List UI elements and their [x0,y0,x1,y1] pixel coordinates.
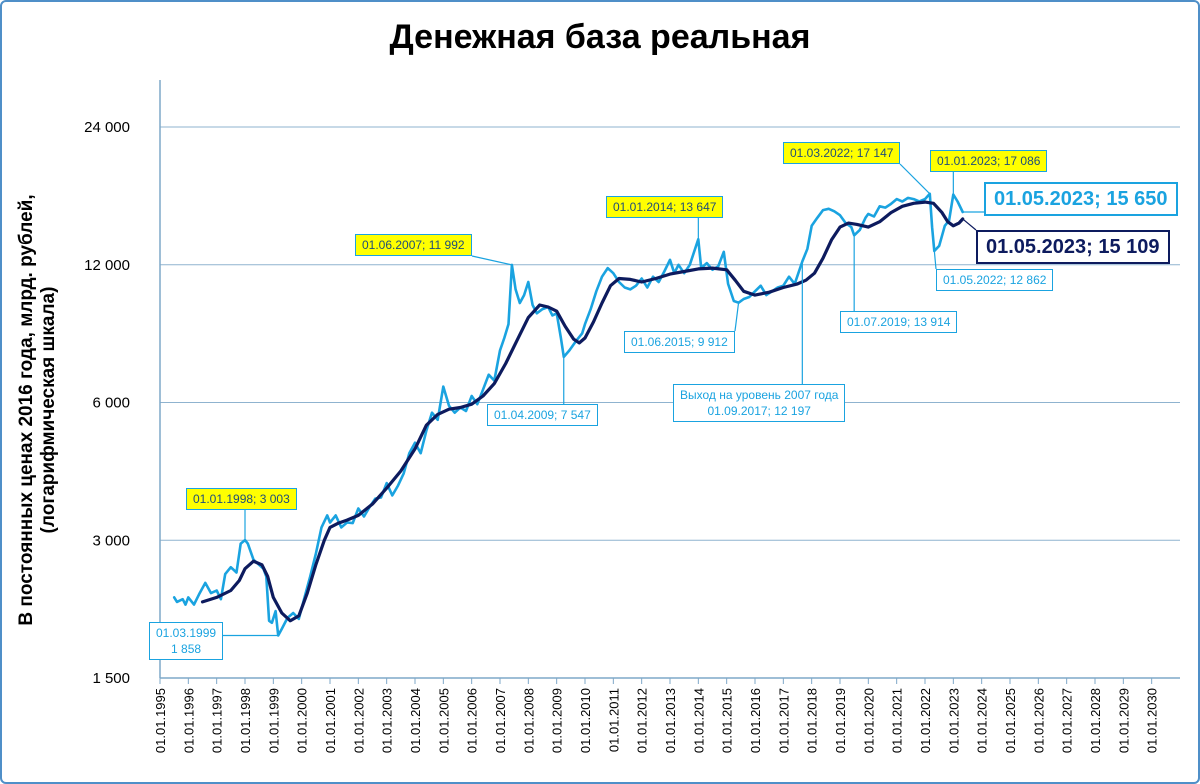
annotation-leader-line [933,250,937,270]
x-tick-label: 01.01.2022 [918,688,933,753]
annotation-2014: 01.01.2014; 13 647 [606,196,724,218]
x-tick-label: 01.01.2003 [380,688,395,753]
x-tick-label: 01.01.2004 [408,688,423,753]
x-tick-label: 01.01.2017 [776,688,791,753]
x-tick-label: 01.01.2014 [691,688,706,753]
annotation-leader-line [734,302,740,332]
x-tick-label: 01.01.2010 [578,688,593,753]
annotation-2019: 01.07.2019; 13 914 [840,311,958,333]
x-tick-label: 01.01.2024 [975,688,990,753]
y-tick-label: 1 500 [92,670,130,687]
x-tick-label: 01.01.2030 [1145,688,1160,753]
annotation-2017-value: 01.09.2017; 12 197 [707,404,811,418]
annotation-2015: 01.06.2015; 9 912 [624,331,735,353]
y-tick-label: 3 000 [92,532,130,549]
annotation-last-monthly: 01.05.2023; 15 650 [984,182,1178,216]
x-tick-label: 01.01.2015 [720,688,735,753]
x-tick-label: 01.01.2021 [890,688,905,753]
y-tick-label: 6 000 [92,395,130,412]
y-tick-label: 12 000 [84,257,130,274]
x-tick-label: 01.01.2019 [833,688,848,753]
x-tick-label: 01.01.2008 [521,688,536,753]
annotation-2017-note: Выход на уровень 2007 года [680,388,839,402]
y-tick-label: 24 000 [84,119,130,136]
annotation-1999-value: 1 858 [171,642,202,656]
x-tick-label: 01.01.2005 [436,688,451,753]
series-trend-line [200,200,965,623]
annotation-leader-line [962,218,977,231]
x-tick-label: 01.01.2020 [861,688,876,753]
x-tick-label: 01.01.1995 [153,688,168,753]
annotation-2022-march: 01.03.2022; 17 147 [783,142,901,164]
x-tick-label: 01.01.1996 [181,688,196,753]
x-tick-label: 01.01.2016 [748,688,763,753]
annotation-1999-date: 01.03.1999 [156,626,217,640]
x-tick-label: 01.01.2007 [493,688,508,753]
x-tick-label: 01.01.2012 [635,688,650,753]
annotation-leader-line [471,255,513,266]
annotation-2023: 01.01.2023; 17 086 [930,150,1048,172]
x-tick-label: 01.01.2000 [295,688,310,753]
annotation-leader-line [899,163,931,195]
x-tick-label: 01.01.2027 [1060,688,1075,753]
x-tick-label: 01.01.2013 [663,688,678,753]
x-tick-label: 01.01.2026 [1031,688,1046,753]
x-tick-label: 01.01.1998 [238,688,253,753]
annotation-last-trend: 01.05.2023; 15 109 [976,230,1170,264]
x-tick-label: 01.01.2006 [465,688,480,753]
x-tick-label: 01.01.2018 [805,688,820,753]
x-tick-label: 01.01.2029 [1116,688,1131,753]
annotation-1998: 01.01.1998; 3 003 [186,488,297,510]
x-tick-label: 01.01.2002 [351,688,366,753]
x-tick-label: 01.01.2025 [1003,688,1018,753]
annotation-2007: 01.06.2007; 11 992 [355,234,472,256]
chart-title: Денежная база реальная [389,18,811,56]
x-tick-label: 01.01.1997 [210,688,225,753]
x-tick-label: 01.01.2023 [946,688,961,753]
x-tick-label: 01.01.1999 [266,688,281,753]
x-tick-label: 01.01.2001 [323,688,338,753]
annotation-2022-may: 01.05.2022; 12 862 [936,269,1054,291]
annotation-2009: 01.04.2009; 7 547 [487,404,598,426]
annotation-2017: Выход на уровень 2007 года 01.09.2017; 1… [673,384,846,422]
annotation-1999: 01.03.1999 1 858 [149,622,224,660]
x-tick-label: 01.01.2011 [606,688,621,752]
x-tick-label: 01.01.2028 [1088,688,1103,753]
x-tick-label: 01.01.2009 [550,688,565,753]
